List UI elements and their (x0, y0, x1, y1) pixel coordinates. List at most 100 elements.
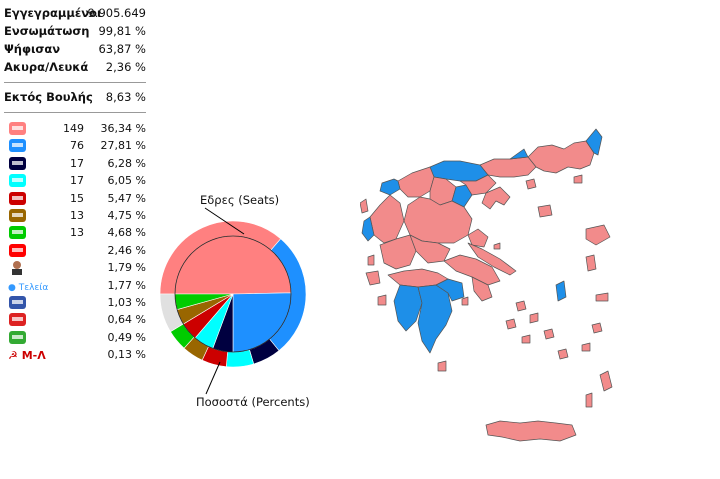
party-percent: 27,81 % (100, 139, 146, 153)
party-row: 13 4,68 % (8, 224, 146, 241)
party-results-list: 149 36,34 % 76 27,81 % 17 6,28 % 17 6,05 % 15 5,4… (8, 120, 146, 363)
island-kythira (437, 360, 447, 372)
region-chalkidiki (481, 186, 511, 210)
party-percent: 4,68 % (107, 226, 146, 240)
island-corfu (360, 198, 369, 214)
region-peloponnese-west (393, 284, 423, 332)
region-kastoria (379, 178, 401, 196)
island-skyros (555, 280, 567, 302)
divider (4, 82, 146, 83)
divider (4, 112, 146, 113)
pasok-logo-icon (8, 225, 30, 240)
emblem-logo-icon (8, 295, 30, 310)
region-west-macedonia (397, 166, 435, 198)
ml-logo-text: Μ-Λ (21, 349, 46, 363)
voted-label: Ψήφισαν (4, 42, 61, 56)
island-cyclades-1 (515, 300, 527, 312)
region-thrace (527, 140, 595, 174)
island-skiathos (493, 242, 501, 250)
map-logo-icon (8, 312, 30, 327)
registered-label: Εγγεγραμμένοι (4, 6, 102, 20)
invalid-row: Ακυρα/Λευκά 2,36 % (4, 58, 146, 76)
summary-stats: Εγγεγραμμένοι 9.905.649 Ενσωμάτωση 99,81… (4, 4, 146, 118)
party-percent: 6,05 % (107, 174, 146, 188)
party-seats: 13 (70, 226, 84, 240)
island-dodecanese-2 (581, 342, 591, 352)
island-cyclades-6 (557, 348, 569, 360)
invalid-label: Ακυρα/Λευκά (4, 60, 89, 74)
kke-logo-icon (8, 191, 30, 206)
voted-row: Ψήφισαν 63,87 % (4, 40, 146, 58)
region-aitoloakarnania (379, 234, 417, 270)
region-epirus (369, 194, 405, 244)
island-crete (485, 420, 577, 442)
region-kilkis (509, 148, 529, 160)
region-argolida (435, 278, 465, 302)
party-percent: 0,13 % (107, 348, 146, 362)
island-thasos (525, 178, 537, 190)
region-evia (467, 242, 517, 276)
kidiso-logo-icon (8, 243, 30, 258)
party-row: 1,03 % (8, 294, 146, 311)
registered-value: 9.905.649 (87, 6, 146, 20)
party-seats: 149 (63, 122, 84, 135)
island-lemnos (537, 204, 553, 218)
party-seats: 17 (70, 174, 84, 188)
party-percent: 0,64 % (107, 313, 146, 327)
party-percent: 0,49 % (107, 330, 146, 344)
party-row: ● Τελεία 1,77 % (8, 277, 146, 294)
island-lesvos (585, 224, 611, 246)
party-row: 1,79 % (8, 259, 146, 276)
party-seats: 13 (70, 208, 84, 222)
party-percent: 5,47 % (107, 191, 146, 205)
party-percent: 36,34 % (100, 122, 146, 135)
registered-row: Εγγεγραμμένοι 9.905.649 (4, 4, 146, 22)
island-rhodes (599, 370, 613, 392)
island-karpathos (585, 392, 593, 408)
region-viotia-attica (443, 254, 501, 286)
party-row: 76 27,81 % (8, 137, 146, 154)
party-seats: 15 (70, 191, 84, 205)
island-aegina (461, 296, 469, 306)
green-logo-icon (8, 330, 30, 345)
region-thessaloniki (459, 174, 497, 196)
region-fthiotida (409, 234, 451, 264)
island-zakynthos (377, 294, 387, 306)
outside-parliament-label: Εκτός Βουλής (4, 90, 93, 104)
golden-dawn-logo-icon (8, 156, 30, 171)
region-attica-south (471, 276, 493, 302)
region-thesprotia (361, 216, 375, 242)
person-logo-icon (8, 260, 30, 276)
party-row: 13 4,75 % (8, 207, 146, 224)
anel-logo-icon (8, 208, 30, 223)
party-percent: 2,46 % (107, 243, 146, 257)
party-row: 0,64 % (8, 311, 146, 328)
island-samothraki (573, 174, 583, 184)
party-seats: 76 (70, 139, 84, 153)
integration-value: 99,81 % (98, 24, 146, 38)
island-dodecanese-1 (591, 322, 603, 334)
teleia-logo-text: Τελεία (18, 282, 49, 293)
integration-label: Ενσωμάτωση (4, 24, 90, 38)
party-row: ☭ Μ-Λ 0,13 % (8, 346, 146, 363)
region-evros (585, 128, 603, 156)
region-east-macedonia (479, 156, 537, 178)
party-row: 2,46 % (8, 242, 146, 259)
seats-percents-donut-chart (159, 207, 307, 395)
seats-annotation: Εδρες (Seats) (200, 193, 280, 207)
invalid-value: 2,36 % (105, 60, 146, 74)
party-row: 0,49 % (8, 329, 146, 346)
party-percent: 6,28 % (107, 156, 146, 170)
percents-annotation-leader (205, 361, 221, 395)
party-row: 15 5,47 % (8, 190, 146, 207)
ml-logo-icon: ☭ Μ-Λ (8, 349, 46, 363)
voted-value: 63,87 % (98, 42, 146, 56)
island-cyclades-5 (521, 334, 531, 344)
potami-logo-icon (8, 173, 30, 188)
syriza-logo-icon (8, 121, 30, 136)
seats-annotation-leader (204, 207, 245, 235)
party-percent: 1,79 % (107, 261, 146, 275)
outside-parliament-row: Εκτός Βουλής 8,63 % (4, 88, 146, 106)
party-percent: 4,75 % (107, 208, 146, 222)
party-percent: 1,77 % (107, 278, 146, 292)
